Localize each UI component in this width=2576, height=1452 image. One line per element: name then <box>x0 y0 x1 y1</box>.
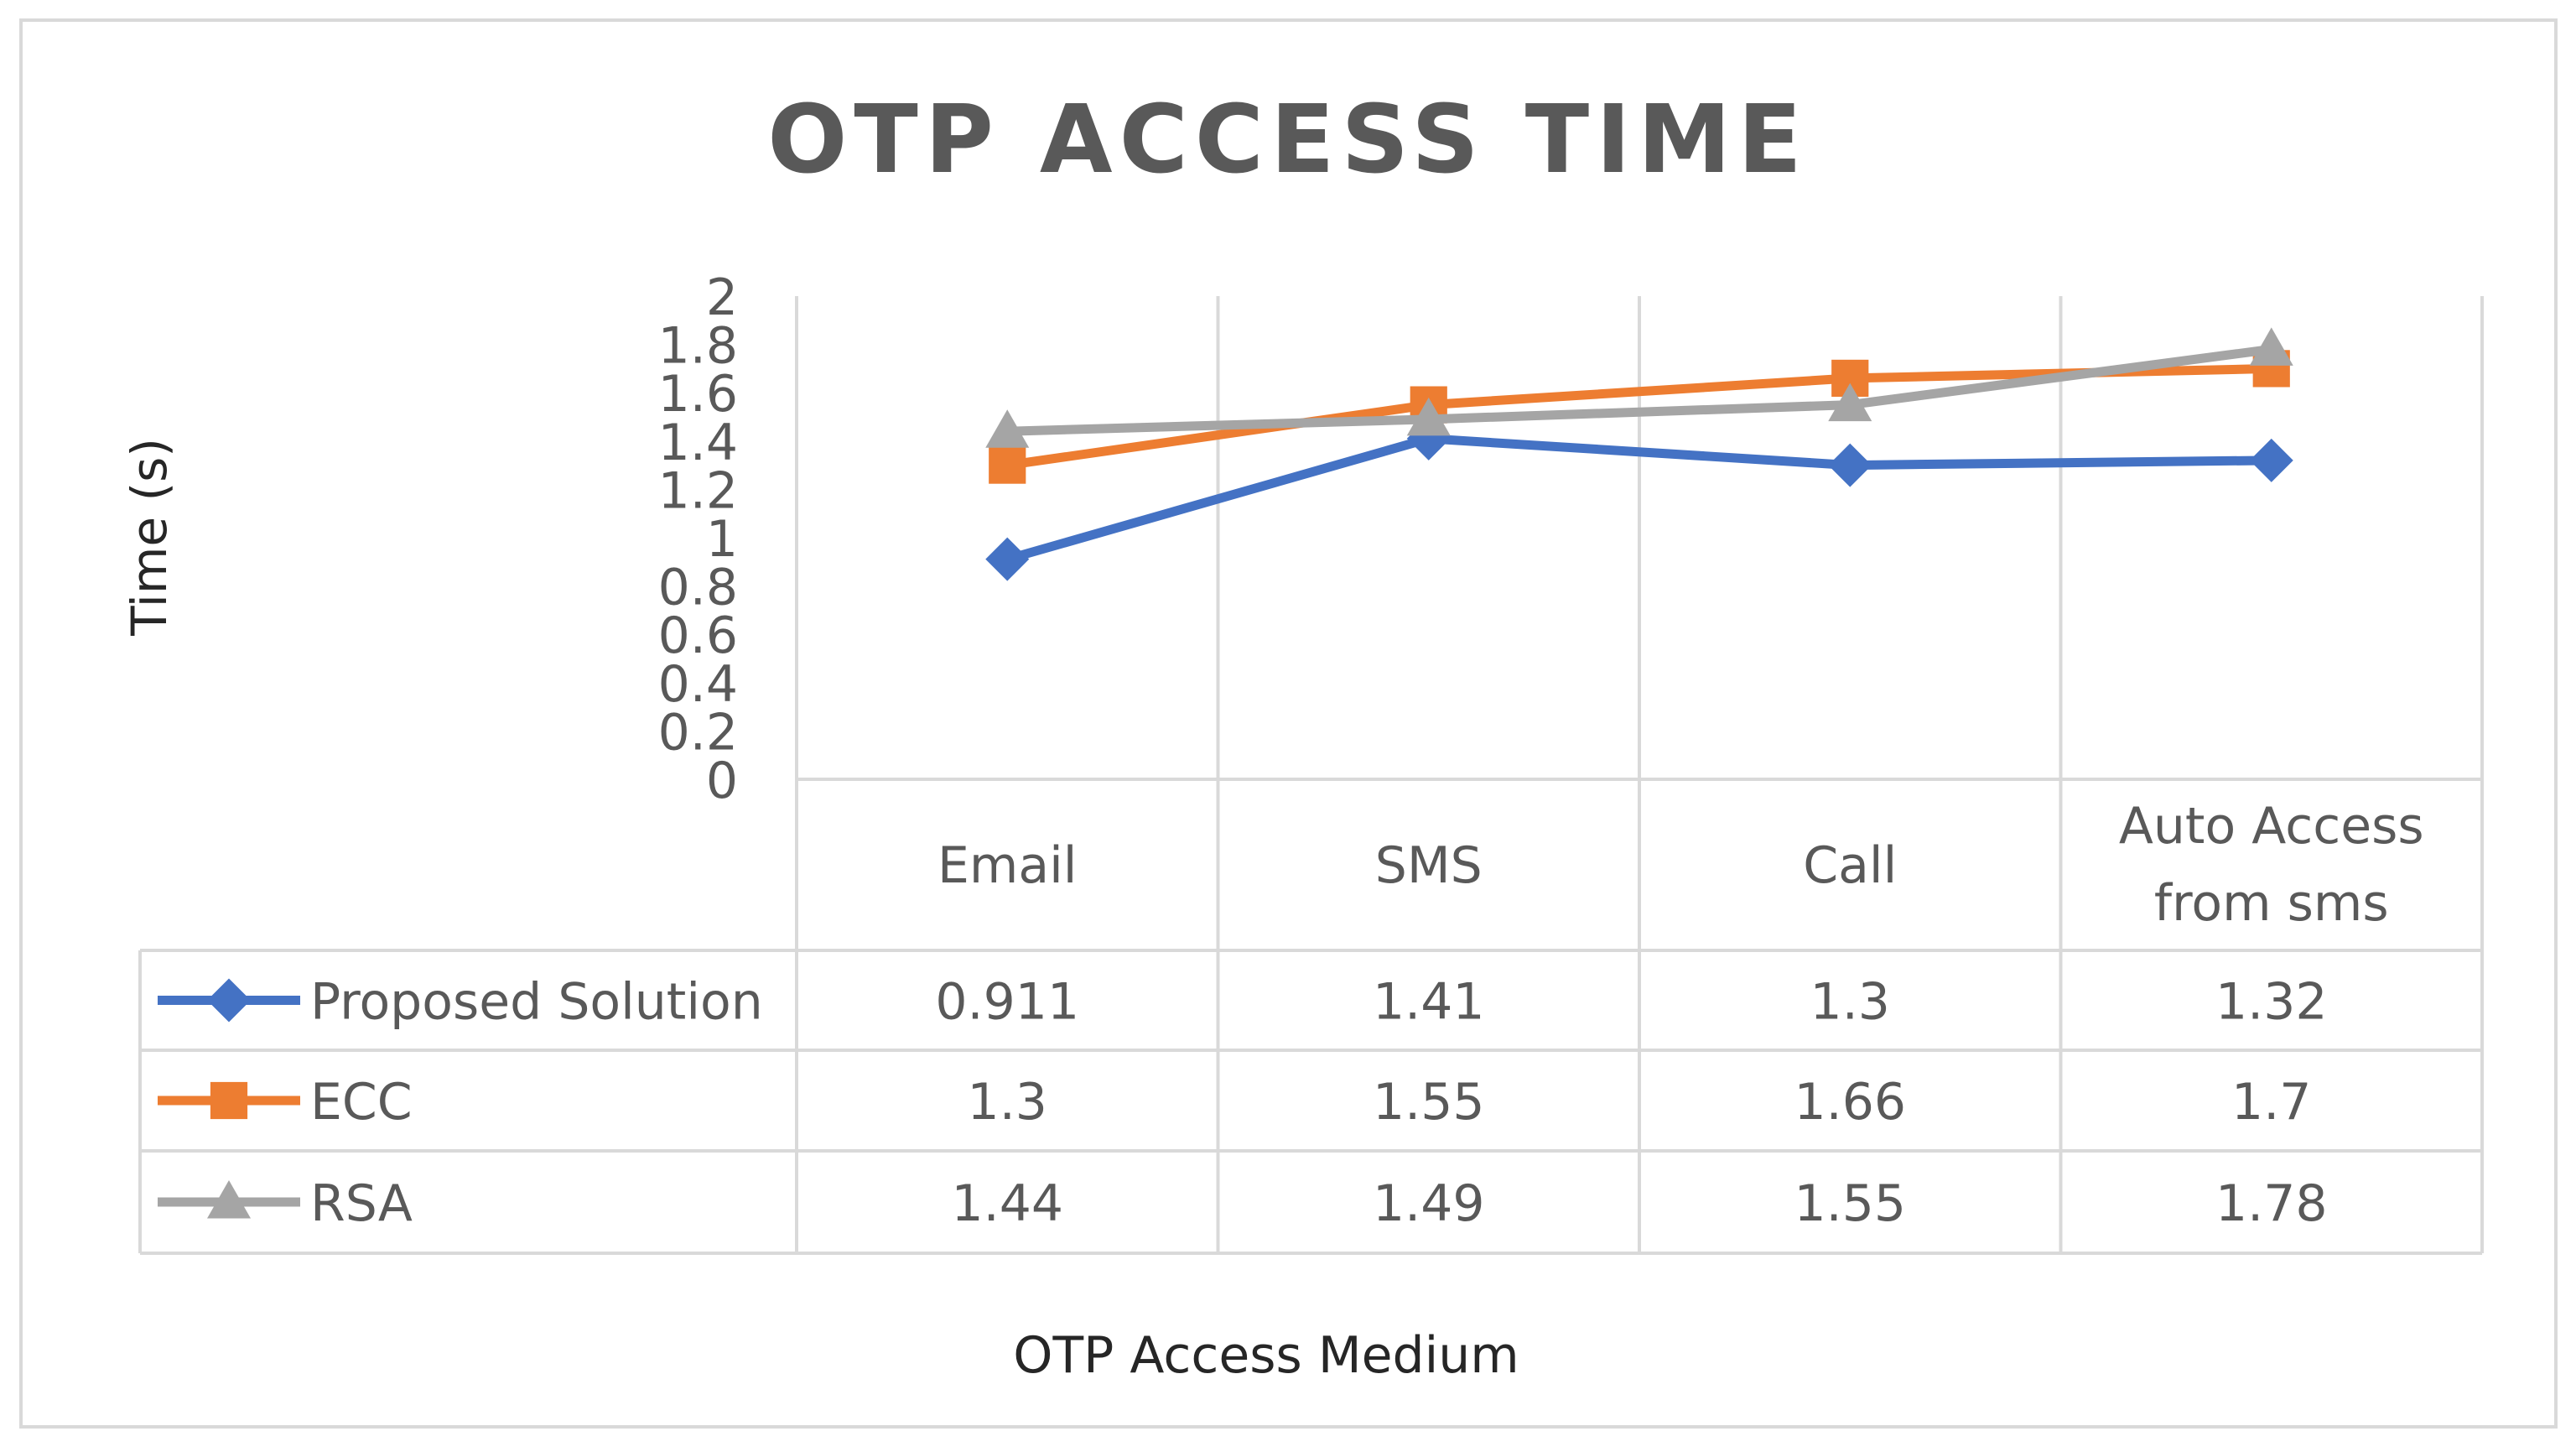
y-tick-label: 1.6 <box>658 365 738 424</box>
x-category-label: from sms <box>2154 874 2389 933</box>
y-tick-label: 0 <box>706 752 738 810</box>
table-value-cell: 1.55 <box>1373 1073 1485 1132</box>
chart-border <box>19 18 2558 1429</box>
legend-key-marker <box>207 978 251 1023</box>
y-tick-label: 2 <box>706 268 738 327</box>
table-value-cell: 1.78 <box>2215 1174 2328 1233</box>
y-tick-label: 1.2 <box>658 461 738 520</box>
x-category-label: Email <box>937 836 1077 895</box>
chart-title: OTP ACCESS TIME <box>767 86 1809 195</box>
table-value-cell: 1.3 <box>968 1073 1047 1132</box>
x-axis-label: OTP Access Medium <box>1013 1326 1519 1385</box>
series-line-2 <box>1007 344 2272 436</box>
table-value-cell: 1.55 <box>1794 1174 1906 1233</box>
data-point-marker <box>1828 383 1872 422</box>
y-tick-label: 1.8 <box>658 317 738 376</box>
data-point-marker <box>985 409 1030 448</box>
y-tick-label: 0.6 <box>658 606 738 665</box>
table-value-cell: 1.3 <box>1810 973 1890 1032</box>
table-value-cell: 1.32 <box>2215 973 2328 1032</box>
table-value-cell: 1.49 <box>1373 1174 1485 1233</box>
data-point-marker <box>2249 438 2293 482</box>
table-value-cell: 1.41 <box>1373 973 1485 1032</box>
legend-key-marker <box>210 1081 248 1120</box>
data-point-marker <box>985 537 1030 581</box>
table-value-cell: 1.66 <box>1794 1073 1906 1132</box>
table-value-cell: 1.44 <box>951 1174 1063 1233</box>
y-tick-label: 1.4 <box>658 414 738 472</box>
y-tick-label: 0.4 <box>658 655 738 714</box>
x-category-label: Call <box>1803 836 1897 895</box>
table-value-cell: 0.911 <box>935 973 1079 1032</box>
legend-series-name: Proposed Solution <box>310 973 763 1032</box>
data-point-marker <box>989 446 1026 484</box>
data-point-marker <box>1406 397 1451 436</box>
y-tick-label: 0.2 <box>658 703 738 762</box>
y-tick-label: 0.8 <box>658 559 738 617</box>
y-axis-label: Time (s) <box>121 438 178 637</box>
y-tick-label: 1 <box>706 510 738 569</box>
legend-series-name: RSA <box>310 1174 413 1233</box>
legend-key-marker <box>207 1180 251 1219</box>
legend-series-name: ECC <box>310 1073 413 1132</box>
data-point-marker <box>1828 443 1872 487</box>
data-point-marker <box>2249 327 2293 366</box>
x-category-label: SMS <box>1375 836 1483 895</box>
x-category-label: Auto Access <box>2119 797 2424 856</box>
table-value-cell: 1.7 <box>2231 1073 2311 1132</box>
series-line-0 <box>1005 434 2272 564</box>
